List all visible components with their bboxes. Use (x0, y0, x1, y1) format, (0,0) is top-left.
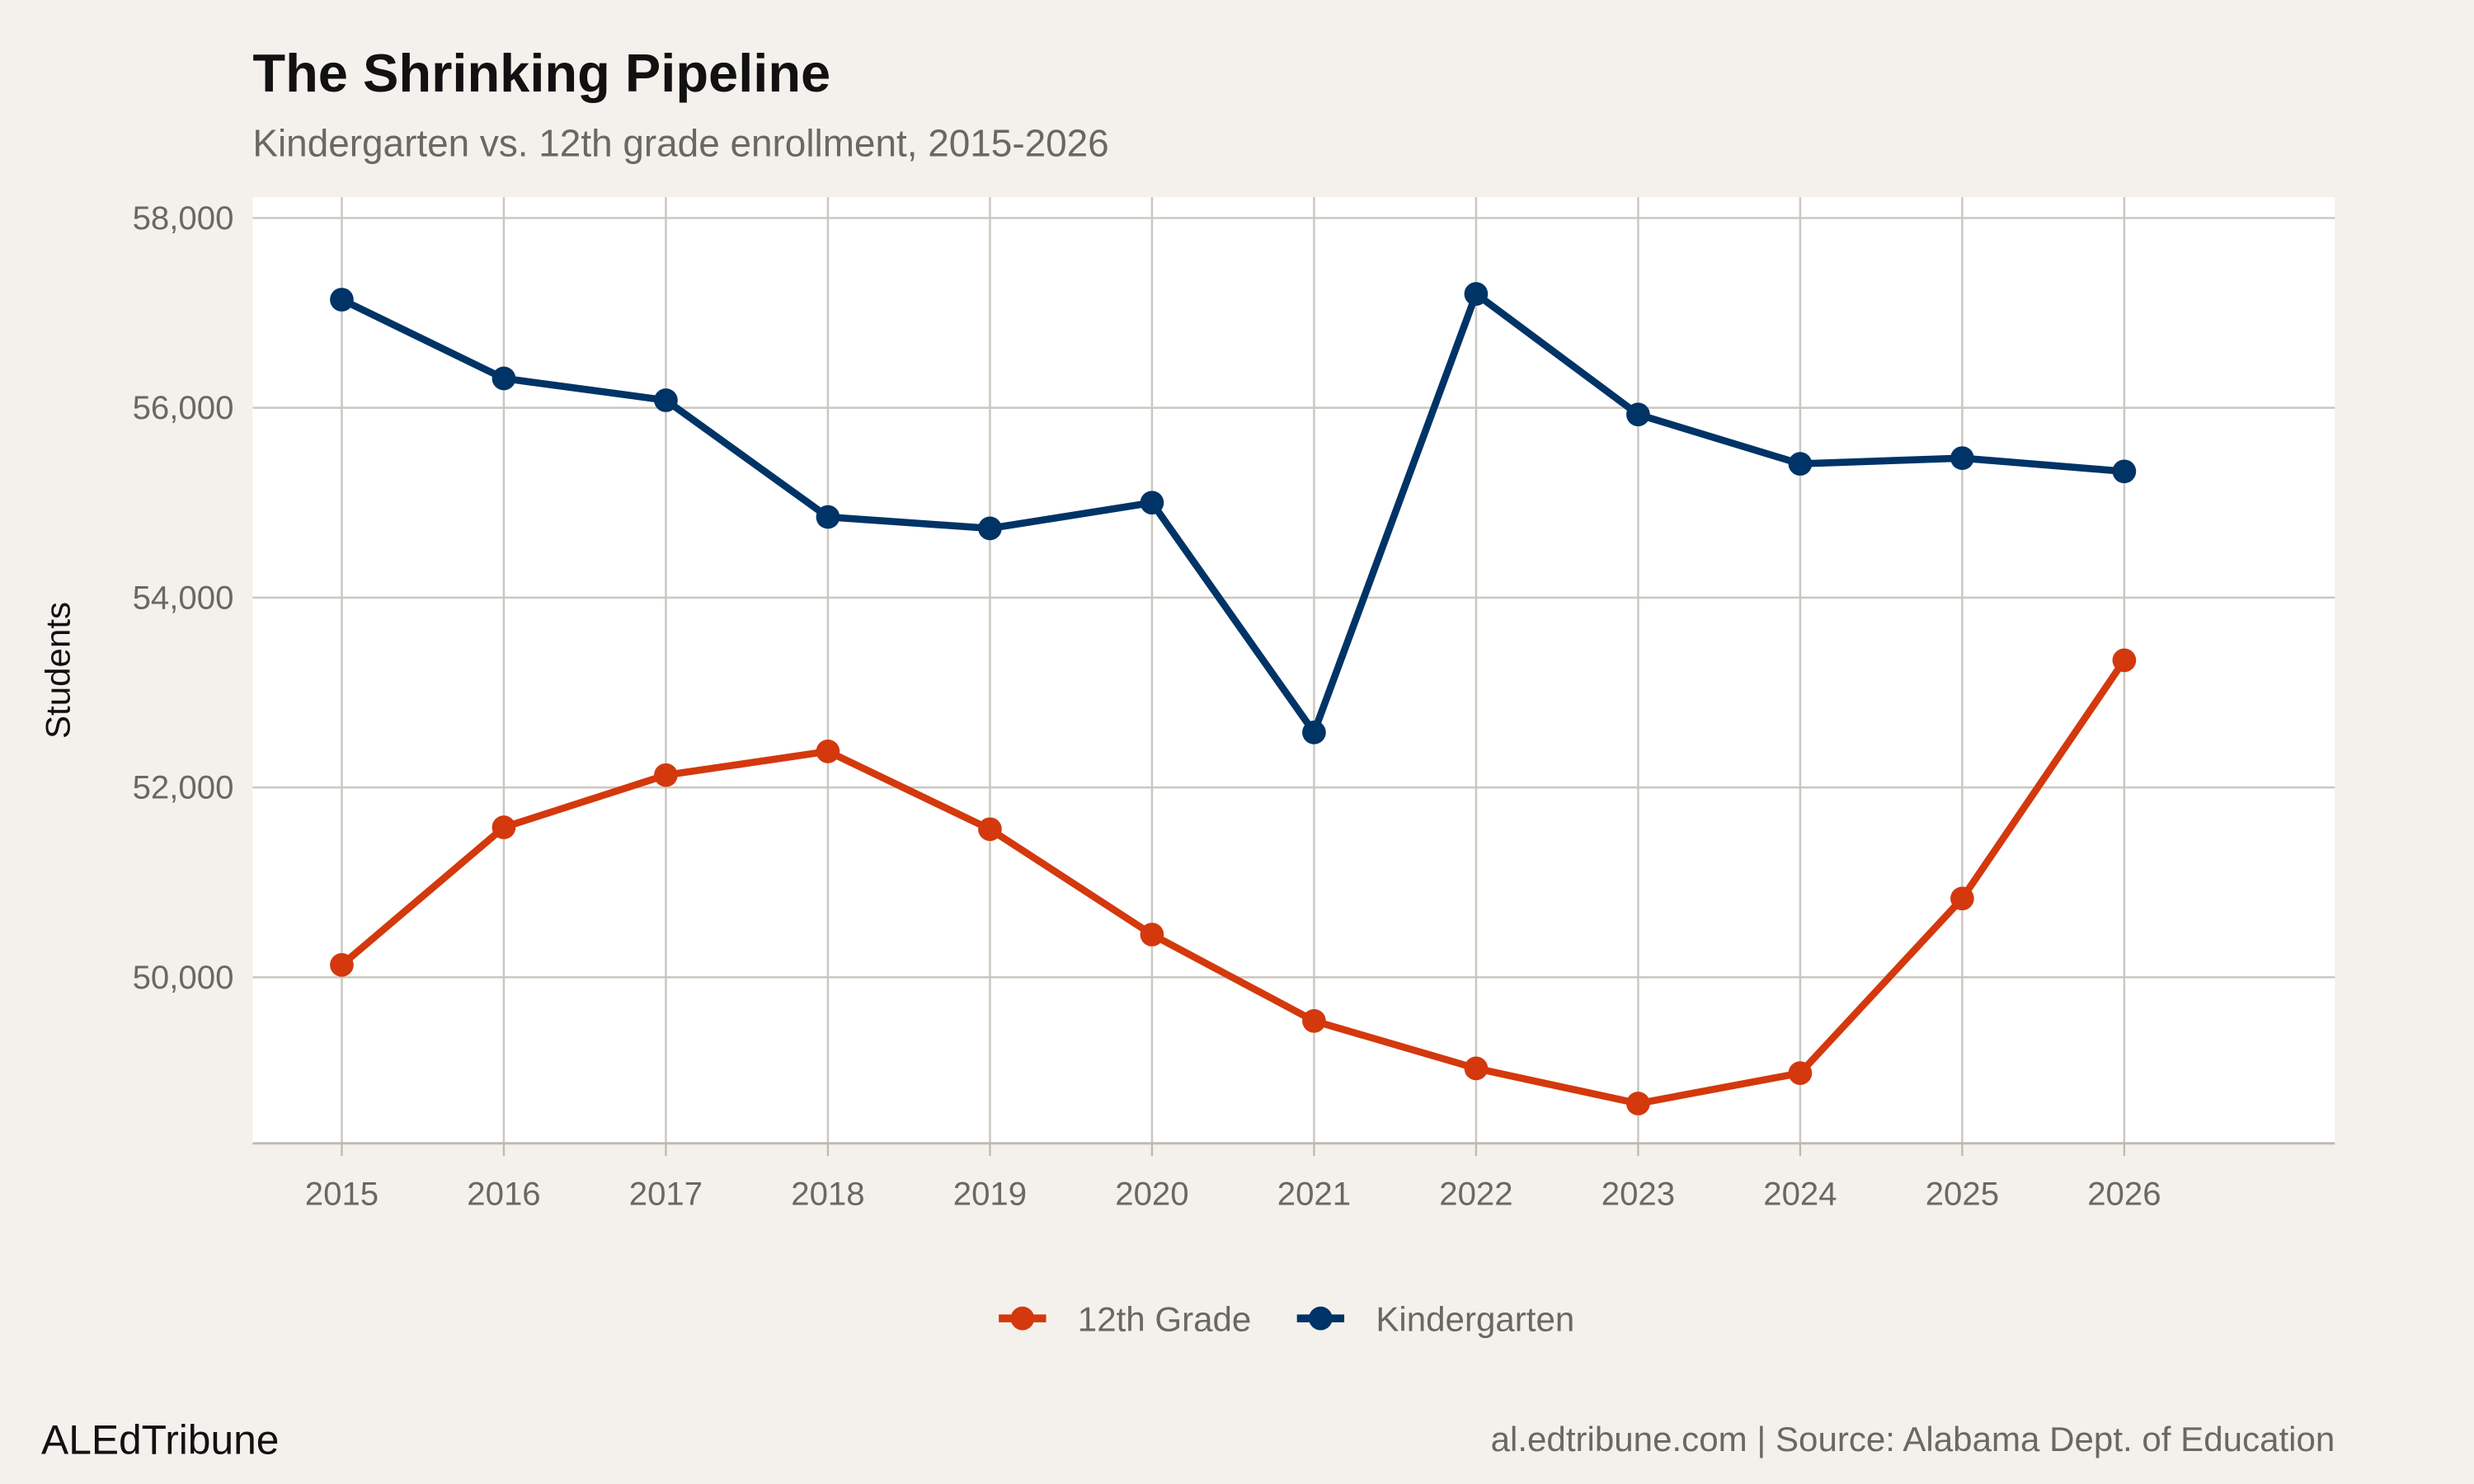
data-point (330, 953, 354, 977)
data-point (1302, 721, 1326, 744)
x-tick-label: 2026 (2087, 1175, 2161, 1212)
data-point (978, 516, 1002, 541)
x-tick-label: 2021 (1277, 1175, 1351, 1212)
legend-key-dot (1309, 1306, 1333, 1331)
data-point (330, 288, 354, 312)
legend-label: 12th Grade (1078, 1299, 1252, 1338)
series-line (340, 290, 2125, 736)
series-kindergarten (330, 282, 2137, 744)
data-point (1626, 1092, 1650, 1115)
data-point (1788, 452, 1813, 476)
x-tick-label: 2017 (629, 1175, 703, 1212)
data-point (1950, 886, 1974, 911)
x-tick-label: 2015 (305, 1175, 379, 1212)
data-point (816, 505, 840, 529)
legend-key-dot (1010, 1306, 1035, 1331)
y-axis-label: Students (38, 602, 77, 739)
x-tick-label: 2024 (1763, 1175, 1837, 1212)
data-point (978, 817, 1002, 842)
source-caption: al.edtribune.com | Source: Alabama Dept.… (1491, 1420, 2335, 1458)
data-point (2112, 648, 2137, 673)
chart-subtitle: Kindergarten vs. 12th grade enrollment, … (252, 121, 1108, 164)
plot-panel (252, 197, 2335, 1144)
y-tick-label: 56,000 (133, 389, 234, 426)
legend: 12th Grade Kindergarten (999, 1299, 1574, 1338)
data-point (492, 815, 516, 839)
y-tick-label: 58,000 (133, 200, 234, 237)
data-point (1302, 1008, 1326, 1033)
x-tick-labels: 2015 2016 2017 2018 2019 2020 2021 2022 2023 2024… (305, 1175, 2161, 1212)
data-point (2112, 459, 2137, 484)
x-tick-label: 2016 (467, 1175, 540, 1212)
x-tick-label: 2023 (1602, 1175, 1675, 1212)
y-tick-label: 52,000 (133, 769, 234, 806)
series-12th-grade (330, 648, 2137, 1115)
x-tick-label: 2018 (791, 1175, 864, 1212)
y-tick-label: 54,000 (133, 579, 234, 616)
x-tick-label: 2020 (1115, 1175, 1188, 1212)
x-tick-label: 2022 (1439, 1175, 1512, 1212)
data-point (654, 763, 678, 787)
series-group (330, 282, 2137, 1115)
legend-label: Kindergarten (1376, 1299, 1574, 1338)
data-point (1140, 923, 1164, 946)
data-point (492, 366, 516, 391)
series-line (339, 658, 2128, 1107)
y-tick-label: 50,000 (133, 959, 234, 996)
data-point (1464, 1056, 1489, 1081)
chart-title: The Shrinking Pipeline (252, 43, 830, 103)
data-point (1464, 282, 1489, 306)
data-point (1140, 491, 1164, 515)
gridlines (252, 197, 2335, 1157)
data-point (1788, 1061, 1813, 1085)
x-tick-label: 2019 (953, 1175, 1027, 1212)
data-point (654, 388, 678, 412)
x-tick-label: 2025 (1926, 1175, 1999, 1212)
brand-logo-text: ALEdTribune (41, 1417, 279, 1463)
data-point (1626, 402, 1650, 427)
data-point (816, 740, 840, 763)
y-tick-labels: 50,000 52,000 54,000 56,000 58,000 (133, 200, 234, 996)
data-point (1950, 446, 1974, 471)
